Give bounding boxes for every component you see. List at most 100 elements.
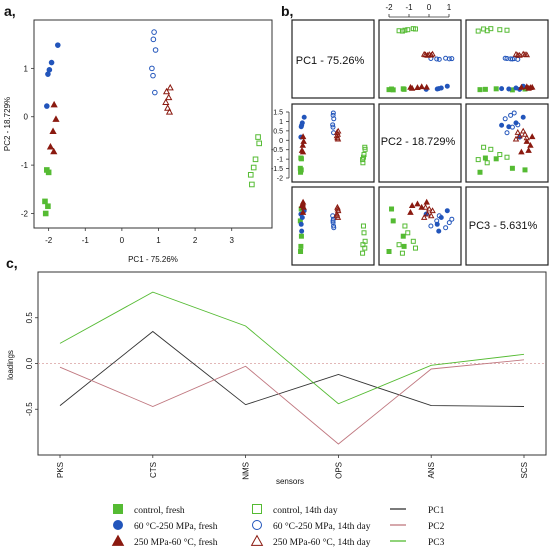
data-point [249, 181, 255, 188]
pairs-data-point [410, 26, 416, 32]
pairs-data-point [420, 214, 428, 220]
diagonal-label-pc2: PC2 - 18.729% [381, 136, 456, 148]
x-tick-label: -1 [82, 236, 90, 245]
pairs-data-point [443, 225, 449, 231]
top-axis-tick-label: 1 [447, 3, 452, 12]
y-tick-label: 0.5 [25, 312, 34, 324]
pairs-data-point [407, 83, 414, 90]
data-point [166, 83, 174, 91]
pairs-data-point [299, 148, 307, 155]
y-axis-label: loadings [6, 350, 15, 380]
pairs-data-point [444, 83, 450, 89]
pairs-data-point [504, 130, 510, 136]
data-point [55, 42, 61, 48]
pairs-data-point [516, 132, 523, 139]
legend-marker [111, 534, 125, 546]
pairs-data-point [412, 245, 418, 251]
legend-item: PC3 [390, 538, 445, 548]
pairs-data-point [402, 27, 408, 33]
pairs-data-point [436, 56, 442, 62]
pairs-data-point [299, 133, 307, 140]
pairs-data-point [330, 110, 336, 116]
top-axis-tick-label: -2 [385, 3, 393, 12]
pairs-data-point [410, 238, 416, 244]
data-point [150, 36, 157, 43]
data-point [151, 29, 157, 35]
loading-line-pc2 [59, 359, 525, 445]
left-axis-tick-label: -0.5 [271, 147, 283, 154]
left-axis-tick-label: -2 [277, 176, 283, 183]
pairs-data-point [298, 156, 304, 162]
legend-label: control, 14th day [273, 506, 338, 516]
y-tick-label: -0.5 [25, 402, 34, 416]
data-point [152, 47, 159, 53]
pairs-data-point [436, 86, 442, 92]
data-point [256, 140, 262, 147]
legend-marker [252, 520, 262, 530]
data-point [164, 104, 172, 111]
data-point [150, 72, 156, 79]
legend-label: PC3 [428, 538, 445, 548]
pairs-data-point [523, 137, 531, 144]
left-axis-tick-label: 0.5 [273, 128, 283, 135]
legend-item: control, fresh [113, 504, 185, 516]
pairs-data-point [299, 228, 305, 234]
x-tick-label: 3 [229, 236, 234, 245]
pairs-data-point [298, 221, 304, 227]
pairs-cell [291, 103, 375, 183]
pairs-data-point [405, 27, 411, 33]
pairs-data-point [330, 124, 336, 130]
pairs-data-point [300, 137, 307, 144]
pairs-data-point [519, 127, 527, 134]
loading-line-pc3 [59, 291, 525, 405]
x-tick-label: SCS [520, 462, 529, 478]
pairs-data-point [407, 208, 414, 215]
pairs-data-point [423, 198, 430, 205]
panel-label-b: b, [281, 3, 293, 19]
panel-label-a: a, [4, 3, 16, 19]
y-tick-label: 1 [24, 64, 29, 73]
pairs-cell [378, 186, 462, 266]
pairs-data-point [396, 28, 402, 34]
pairs-data-point [361, 230, 367, 236]
pairs-data-point [418, 83, 425, 90]
x-tick-label: -2 [45, 236, 53, 245]
pairs-data-point [299, 208, 307, 215]
pairs-data-point [516, 51, 523, 58]
pairs-data-point [427, 51, 435, 58]
legend-item: 60 °C-250 MPa, 14th day [252, 520, 371, 532]
data-point [46, 67, 53, 73]
legend-item: 250 MPa-60 °C, fresh [111, 534, 218, 548]
pairs-data-point [330, 220, 336, 226]
legend-marker [113, 504, 123, 514]
pairs-data-point [481, 144, 487, 150]
pairs-data-point [423, 83, 430, 90]
pairs-data-point [449, 56, 455, 62]
pairs-data-point [405, 230, 411, 236]
pairs-data-point [400, 233, 406, 239]
diagonal-label-pc3: PC3 - 5.631% [469, 220, 538, 232]
pairs-data-point [444, 208, 450, 214]
pairs-data-point [399, 28, 405, 34]
pairs-data-point [402, 223, 408, 229]
data-point [42, 198, 48, 205]
pairs-data-point [420, 50, 428, 57]
pairs-data-point [477, 169, 483, 175]
left-axis-tick-label: 1 [279, 119, 283, 126]
pairs-data-point [506, 86, 512, 92]
pairs-data-point [360, 242, 366, 248]
pairs-data-point [333, 210, 341, 217]
pairs-data-point [508, 112, 514, 118]
pairs-data-point [446, 220, 452, 226]
legend-marker [252, 504, 262, 514]
data-point [44, 103, 50, 109]
legend-item: PC1 [390, 506, 445, 516]
pairs-cell [291, 186, 375, 266]
data-point [50, 100, 58, 108]
pairs-data-point [301, 114, 307, 120]
pairs-data-point [475, 28, 481, 34]
legend-label: 250 MPa-60 °C, 14th day [273, 537, 371, 548]
loadings-line-chart: sensors loadings PKS CTS NMS OPS ANS SCS -0.5 0… [6, 271, 547, 486]
data-point [162, 98, 170, 105]
